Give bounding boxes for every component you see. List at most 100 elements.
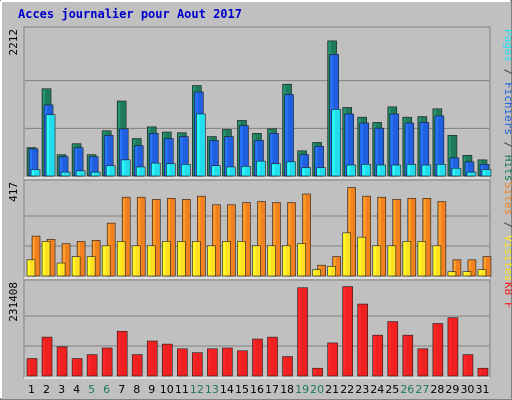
bar-middle-visites-23 xyxy=(357,236,367,277)
bar-top-pages-25 xyxy=(391,164,402,177)
y-max-label-middle: 417 xyxy=(7,182,20,202)
bar-shine-bottom-kb-f-30 xyxy=(463,355,466,375)
x-label-12: 12 xyxy=(190,383,204,396)
bar-shine-middle-sites-13 xyxy=(213,205,216,275)
x-label-18: 18 xyxy=(280,383,294,396)
x-label-30: 30 xyxy=(460,383,474,396)
bar-bottom-kb-f-16 xyxy=(252,338,263,377)
bar-shine-bottom-kb-f-26 xyxy=(403,336,406,375)
bar-shine-middle-sites-1 xyxy=(33,237,35,275)
bar-middle-visites-1 xyxy=(26,259,36,277)
bar-middle-visites-18 xyxy=(282,245,291,277)
bar-bottom-kb-f-24 xyxy=(372,334,384,377)
bar-shine-bottom-kb-f-18 xyxy=(283,357,286,375)
bar-middle-sites-14 xyxy=(227,204,236,277)
bar-top-pages-23 xyxy=(361,164,372,177)
bar-middle-visites-16 xyxy=(252,245,261,277)
bar-shine-middle-visites-18 xyxy=(283,246,286,275)
bar-bottom-kb-f-14 xyxy=(222,347,233,377)
bar-bottom-kb-f-6 xyxy=(101,347,113,377)
bar-shine-top-fichiers-4 xyxy=(75,148,78,175)
bar-shine-top-pages-18 xyxy=(287,162,290,175)
x-label-13: 13 xyxy=(205,383,219,396)
bar-top-pages-18 xyxy=(286,161,296,177)
bar-shine-top-pages-16 xyxy=(257,162,260,175)
legend-item-top-1: / xyxy=(502,62,512,75)
bar-shine-bottom-kb-f-20 xyxy=(313,369,316,375)
bar-shine-middle-visites-23 xyxy=(358,238,361,275)
bar-shine-bottom-kb-f-24 xyxy=(373,336,376,375)
bar-middle-sites-24 xyxy=(377,196,387,277)
bar-middle-sites-25 xyxy=(392,199,402,277)
bar-shine-top-fichiers-28 xyxy=(435,116,438,175)
bar-shine-middle-visites-27 xyxy=(418,242,421,275)
bar-shine-top-fichiers-26 xyxy=(405,123,408,175)
bar-shine-middle-visites-5 xyxy=(88,257,91,275)
chart-title: Acces journalier pour Aout 2017 xyxy=(18,7,242,21)
bar-middle-visites-10 xyxy=(161,241,171,277)
bar-shine-middle-sites-18 xyxy=(288,203,291,275)
bar-top-pages-29 xyxy=(451,167,462,177)
bar-shine-middle-sites-19 xyxy=(303,194,306,275)
bar-shine-top-pages-14 xyxy=(227,167,230,175)
bar-shine-middle-sites-24 xyxy=(378,198,381,275)
bar-bottom-kb-f-7 xyxy=(116,330,128,377)
bar-shine-bottom-kb-f-25 xyxy=(388,322,391,375)
legend-item-top-2: Fichiers xyxy=(502,75,512,135)
bar-middle-sites-10 xyxy=(166,198,176,277)
bar-shine-bottom-kb-f-10 xyxy=(163,345,166,375)
bar-bottom-kb-f-28 xyxy=(432,323,444,377)
bar-shine-bottom-kb-f-3 xyxy=(58,347,61,375)
bar-shine-bottom-kb-f-6 xyxy=(103,348,106,375)
bar-top-pages-17 xyxy=(271,163,281,177)
x-label-24: 24 xyxy=(370,383,384,396)
bar-shine-middle-sites-17 xyxy=(273,203,276,275)
bar-bottom-kb-f-30 xyxy=(462,354,474,377)
bar-top-pages-27 xyxy=(421,164,432,177)
x-label-31: 31 xyxy=(475,383,489,396)
bar-top-pages-10 xyxy=(165,163,176,177)
bar-middle-visites-22 xyxy=(342,232,351,277)
bar-middle-sites-17 xyxy=(272,202,281,277)
bar-shine-top-pages-7 xyxy=(122,160,125,175)
bar-shine-middle-sites-14 xyxy=(228,205,231,275)
bar-middle-visites-9 xyxy=(146,245,156,277)
x-label-8: 8 xyxy=(133,383,140,396)
bar-top-pages-14 xyxy=(226,166,236,177)
bar-shine-bottom-kb-f-21 xyxy=(328,343,331,375)
bar-top-pages-9 xyxy=(150,162,161,177)
x-label-26: 26 xyxy=(400,383,414,396)
bar-shine-top-pages-24 xyxy=(377,166,380,175)
legend-bottom: KB F xyxy=(502,282,512,309)
bar-shine-top-pages-1 xyxy=(32,170,34,175)
bar-shine-middle-visites-12 xyxy=(193,242,196,275)
x-label-28: 28 xyxy=(430,383,444,396)
bar-shine-bottom-kb-f-2 xyxy=(43,338,46,375)
bar-top-pages-2 xyxy=(45,114,56,177)
bar-shine-bottom-kb-f-17 xyxy=(268,338,271,375)
bar-shine-middle-visites-17 xyxy=(268,246,271,275)
bar-top-pages-11 xyxy=(181,164,191,177)
bar-shine-top-fichiers-15 xyxy=(240,126,243,175)
bar-shine-top-pages-15 xyxy=(242,167,245,175)
bar-shine-top-pages-30 xyxy=(467,173,470,175)
bar-bottom-kb-f-11 xyxy=(177,348,188,377)
bar-shine-middle-sites-22 xyxy=(348,188,351,275)
bar-bottom-kb-f-31 xyxy=(477,367,489,377)
bar-shine-bottom-kb-f-11 xyxy=(178,349,181,375)
bar-shine-middle-sites-9 xyxy=(153,200,156,275)
bar-bottom-kb-f-23 xyxy=(357,303,369,377)
bar-shine-middle-sites-8 xyxy=(138,198,141,275)
bar-bottom-kb-f-17 xyxy=(267,336,278,377)
bar-shine-top-pages-19 xyxy=(302,168,305,175)
bar-bottom-kb-f-21 xyxy=(327,342,338,377)
bar-bottom-kb-f-12 xyxy=(192,352,203,377)
bar-shine-top-pages-9 xyxy=(152,164,155,175)
bar-shine-top-pages-11 xyxy=(182,165,185,175)
x-label-2: 2 xyxy=(43,383,50,396)
bar-top-pages-7 xyxy=(120,159,131,177)
bar-shine-top-fichiers-17 xyxy=(270,134,273,175)
legend-middle: Sites / Visites xyxy=(502,182,512,281)
bar-shine-top-pages-20 xyxy=(317,168,320,175)
